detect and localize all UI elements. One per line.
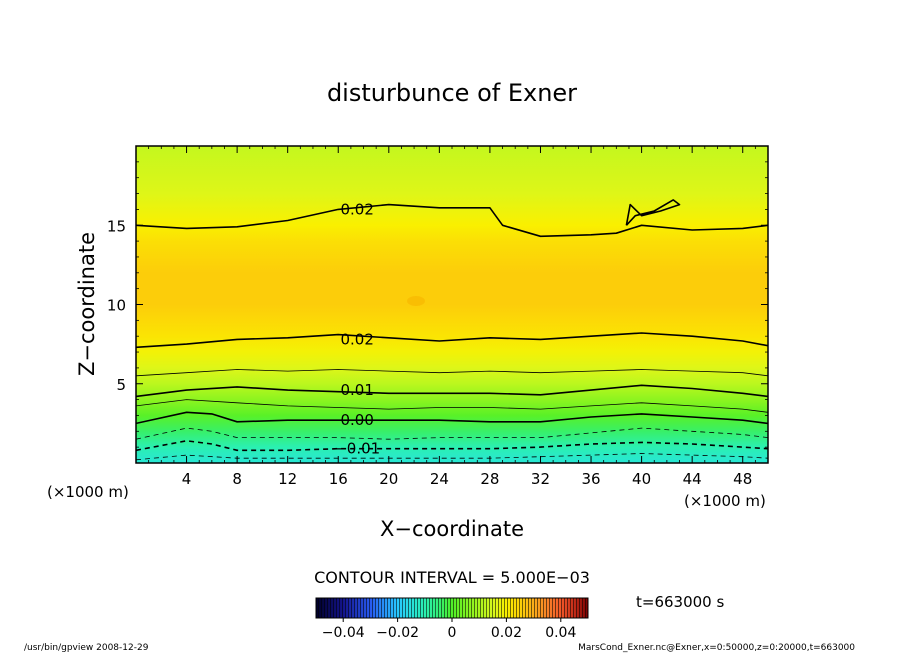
x-tick-label: 40 xyxy=(632,470,651,488)
x-tick-label: 12 xyxy=(278,470,297,488)
colorbar-tick-label: 0.02 xyxy=(491,625,522,641)
y-tick-label: 15 xyxy=(107,217,126,235)
contour-line xyxy=(625,199,681,226)
contour-label: 0.00 xyxy=(340,411,373,429)
footer-right: MarsCond_Exner.nc@Exner,x=0:50000,z=0:20… xyxy=(578,643,855,653)
y-tick-label: 5 xyxy=(116,376,126,394)
contour-label: −0.01 xyxy=(334,440,380,458)
x-unit-left: (×1000 m) xyxy=(47,483,129,501)
x-tick-label: 36 xyxy=(581,470,600,488)
x-tick-label: 32 xyxy=(531,470,550,488)
contour-line xyxy=(136,332,768,349)
plot-area: 0.020.020.010.00−0.01 4 8 12 16 20 24 28 32 36 40… xyxy=(107,145,769,488)
colorbar-tick-label: 0 xyxy=(448,625,457,641)
time-label: t=663000 s xyxy=(636,593,724,611)
contour-line xyxy=(136,369,768,377)
contour-label: 0.02 xyxy=(340,200,373,218)
x-axis-label: X−coordinate xyxy=(380,517,524,541)
y-axis-ticks: 5 10 15 xyxy=(107,161,768,448)
chart-title: disturbunce of Exner xyxy=(327,79,577,107)
y-axis-label: Z−coordinate xyxy=(75,232,99,376)
contour-line xyxy=(136,453,768,461)
contour-line xyxy=(136,399,768,413)
contour-lines xyxy=(136,199,768,461)
contour-line xyxy=(136,384,768,398)
colorbar-tick-label: −0.04 xyxy=(322,625,365,641)
field-shading xyxy=(136,146,768,463)
contour-line xyxy=(136,440,768,452)
y-tick-label: 10 xyxy=(107,297,126,315)
x-tick-label: 20 xyxy=(379,470,398,488)
contour-line xyxy=(136,203,768,238)
footer-left: /usr/bin/gpview 2008-12-29 xyxy=(24,643,149,653)
x-tick-label: 28 xyxy=(480,470,499,488)
contour-line xyxy=(136,427,768,440)
x-axis-ticks: 4 8 12 16 20 24 28 32 36 40 44 48 xyxy=(148,146,756,488)
colorbar-tick-label: 0.04 xyxy=(545,625,576,641)
contour-line xyxy=(136,411,768,425)
contour-label: 0.01 xyxy=(340,381,373,399)
field-local-max xyxy=(407,296,425,306)
x-tick-label: 24 xyxy=(430,470,449,488)
colorbar-ticks: −0.04 −0.02 0 0.02 0.04 xyxy=(322,618,576,641)
colorbar-stripes xyxy=(316,598,588,618)
colorbar: −0.04 −0.02 0 0.02 0.04 xyxy=(315,597,589,641)
x-tick-label: 8 xyxy=(232,470,242,488)
colorbar-tick-label: −0.02 xyxy=(376,625,419,641)
x-tick-label: 48 xyxy=(733,470,752,488)
x-tick-label: 16 xyxy=(329,470,348,488)
x-tick-label: 44 xyxy=(683,470,702,488)
x-tick-label: 4 xyxy=(182,470,192,488)
contour-label: 0.02 xyxy=(340,330,373,348)
contour-labels: 0.02 0.02 0.01 0.00 −0.01 xyxy=(334,200,380,457)
x-unit-right: (×1000 m) xyxy=(684,492,766,510)
contour-interval-text: CONTOUR INTERVAL = 5.000E−03 xyxy=(314,568,590,587)
